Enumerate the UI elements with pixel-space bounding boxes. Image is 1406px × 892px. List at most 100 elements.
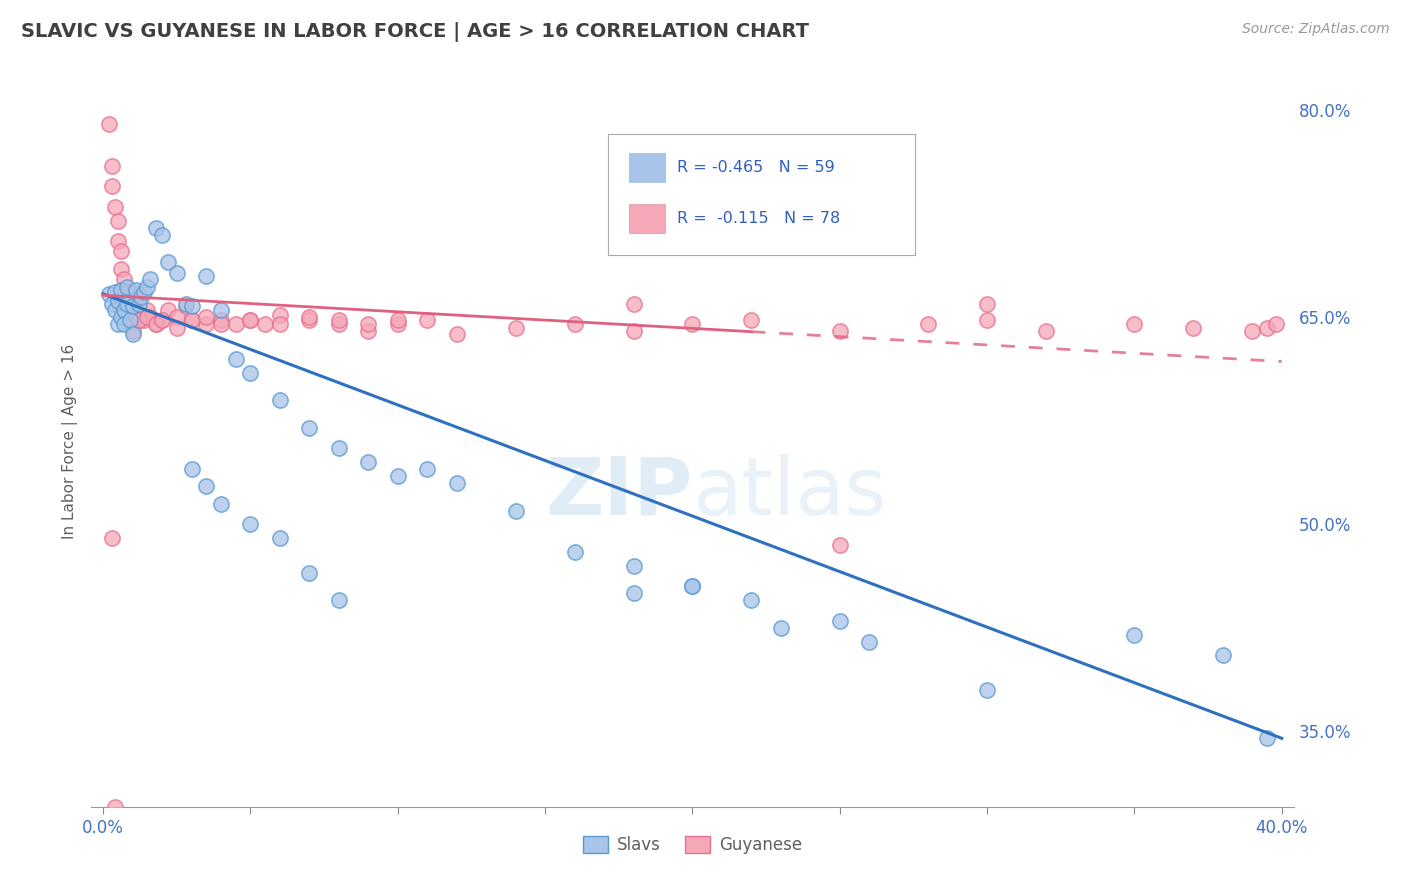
Point — [115, 280, 138, 294]
Point — [124, 310, 146, 325]
Point — [1264, 317, 1286, 331]
Point — [136, 310, 159, 325]
Point — [101, 179, 124, 194]
Point — [239, 313, 262, 327]
Point — [110, 262, 132, 277]
Point — [623, 586, 645, 600]
Point — [98, 286, 121, 301]
Point — [174, 299, 197, 313]
Point — [225, 317, 247, 331]
Point — [180, 299, 202, 313]
Point — [917, 317, 939, 331]
Point — [1123, 628, 1146, 642]
Point — [128, 296, 150, 310]
Point — [118, 290, 141, 304]
Point — [118, 313, 141, 327]
Point — [357, 317, 380, 331]
Point — [416, 313, 439, 327]
Point — [1035, 324, 1057, 338]
Point — [174, 296, 197, 310]
Point — [107, 317, 129, 331]
Point — [110, 310, 132, 325]
Point — [298, 421, 321, 435]
Point — [357, 324, 380, 338]
Point — [150, 313, 173, 327]
Point — [505, 503, 527, 517]
Point — [150, 313, 173, 327]
Point — [121, 285, 143, 300]
Point — [239, 366, 262, 380]
Point — [623, 324, 645, 338]
Y-axis label: In Labor Force | Age > 16: In Labor Force | Age > 16 — [62, 344, 77, 539]
Point — [505, 321, 527, 335]
Point — [112, 303, 135, 318]
Point — [387, 313, 409, 327]
Point — [446, 326, 468, 341]
Point — [112, 285, 135, 300]
Point — [156, 303, 179, 318]
Point — [976, 682, 998, 697]
Point — [239, 517, 262, 532]
Point — [145, 317, 167, 331]
Point — [166, 321, 188, 335]
Point — [131, 308, 153, 322]
Point — [858, 634, 880, 648]
Point — [681, 579, 703, 593]
Point — [166, 310, 188, 325]
Point — [112, 317, 135, 331]
Point — [134, 313, 156, 327]
Point — [328, 317, 350, 331]
Point — [357, 455, 380, 469]
Point — [623, 296, 645, 310]
Point — [209, 313, 232, 327]
Point — [239, 313, 262, 327]
Point — [209, 303, 232, 318]
Point — [107, 293, 129, 308]
Text: Source: ZipAtlas.com: Source: ZipAtlas.com — [1241, 22, 1389, 37]
Point — [328, 442, 350, 456]
Point — [139, 271, 162, 285]
Point — [1212, 648, 1234, 663]
Legend: Slavs, Guyanese: Slavs, Guyanese — [576, 830, 808, 861]
Point — [145, 220, 167, 235]
Point — [156, 255, 179, 269]
Point — [128, 313, 150, 327]
Point — [387, 317, 409, 331]
Point — [104, 285, 127, 300]
Point — [136, 280, 159, 294]
Point — [564, 317, 586, 331]
Point — [416, 462, 439, 476]
Point — [115, 285, 138, 300]
Point — [195, 479, 218, 493]
Point — [101, 531, 124, 545]
Point — [828, 538, 851, 552]
Point — [180, 313, 202, 327]
Point — [180, 313, 202, 327]
Point — [446, 475, 468, 490]
Point — [269, 531, 291, 545]
Point — [115, 296, 138, 310]
Point — [564, 545, 586, 559]
Point — [124, 283, 146, 297]
Text: ZIP: ZIP — [546, 454, 692, 532]
Point — [136, 303, 159, 318]
Text: R = -0.465   N = 59: R = -0.465 N = 59 — [676, 160, 835, 175]
Point — [139, 310, 162, 325]
FancyBboxPatch shape — [609, 135, 915, 255]
Point — [298, 313, 321, 327]
Point — [110, 283, 132, 297]
Point — [209, 317, 232, 331]
Point — [328, 593, 350, 607]
Point — [104, 303, 127, 318]
Point — [101, 296, 124, 310]
Point — [150, 227, 173, 242]
Point — [121, 324, 143, 338]
FancyBboxPatch shape — [628, 153, 665, 182]
Point — [225, 351, 247, 366]
Point — [298, 310, 321, 325]
Point — [1256, 321, 1278, 335]
Point — [681, 317, 703, 331]
Point — [298, 566, 321, 580]
Text: atlas: atlas — [692, 454, 887, 532]
Point — [145, 317, 167, 331]
